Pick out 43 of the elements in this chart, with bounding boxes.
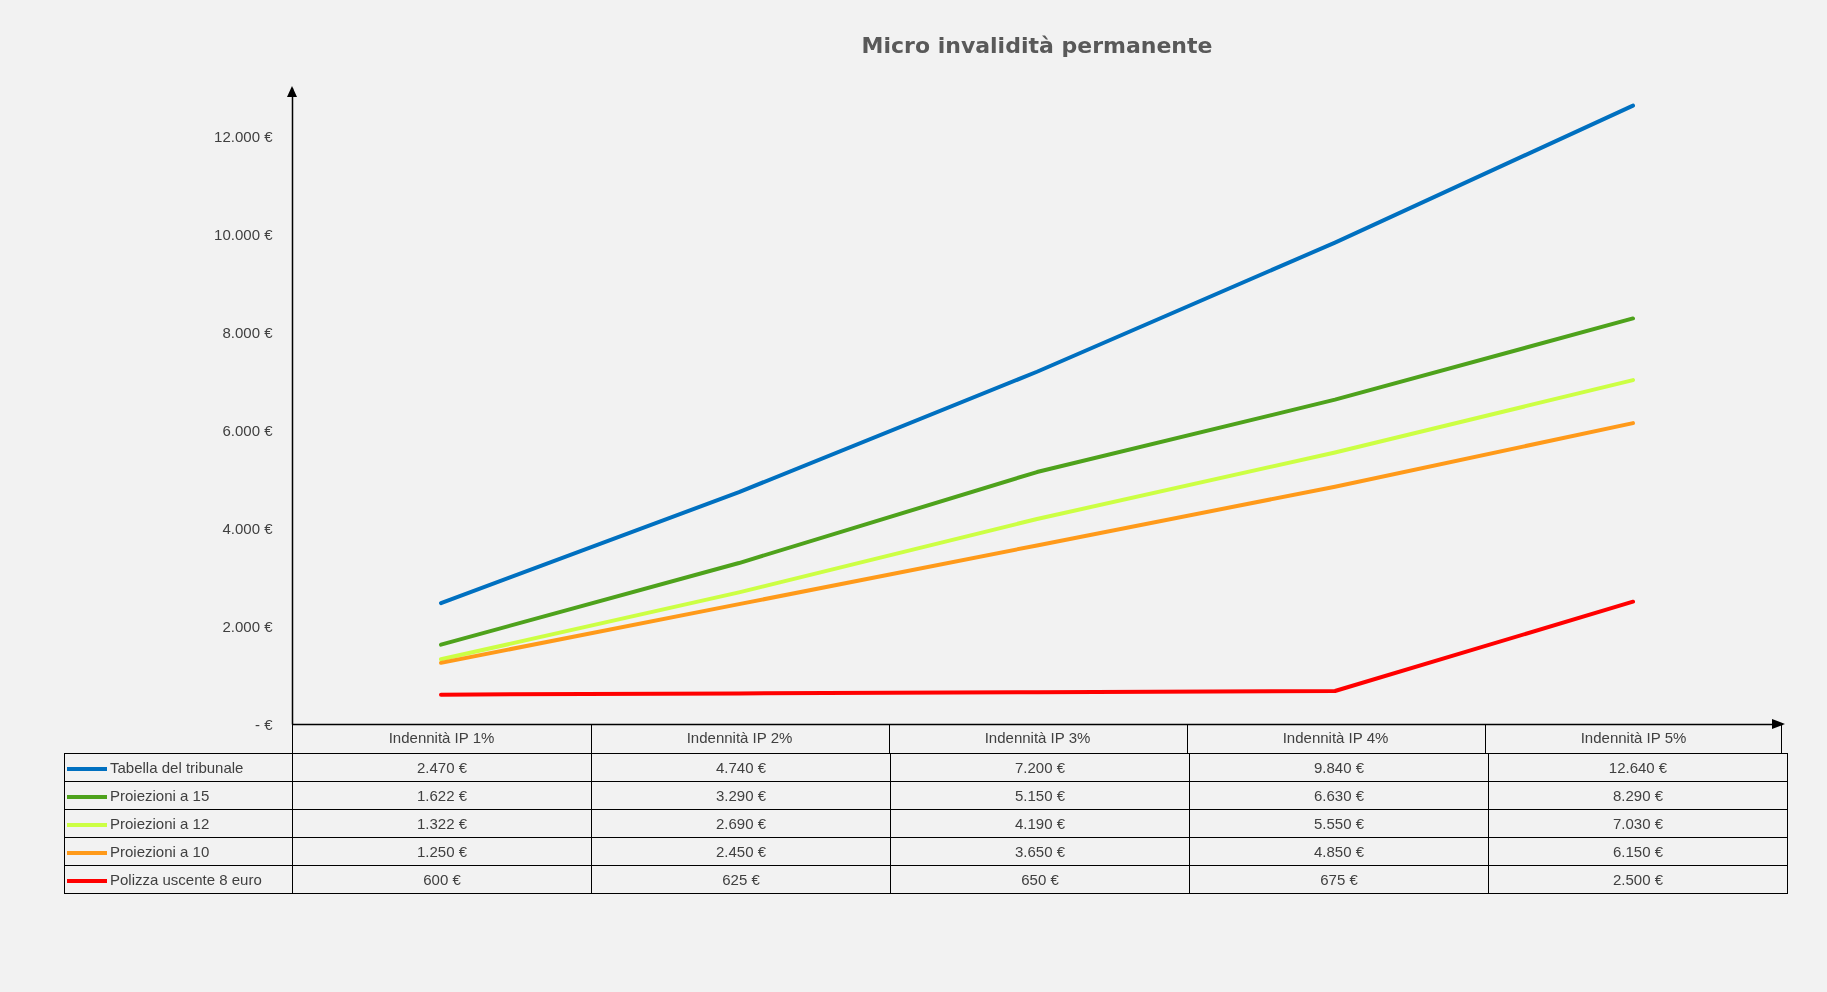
data-label: 1.250 €	[292, 837, 592, 866]
y-tick-label: 4.000 €	[222, 519, 274, 537]
data-label: 6.150 €	[1488, 837, 1788, 866]
legend-label: Tabella del tribunale	[64, 753, 293, 782]
data-label: 12.640 €	[1488, 753, 1788, 782]
data-label: 2.500 €	[1488, 865, 1788, 894]
data-label: 7.030 €	[1488, 809, 1788, 838]
data-label: 3.650 €	[890, 837, 1190, 866]
data-label: 2.690 €	[591, 809, 891, 838]
y-tick-label: 10.000 €	[214, 226, 274, 244]
data-label: 2.470 €	[292, 753, 592, 782]
y-tick-label: 6.000 €	[222, 421, 274, 439]
data-label: 625 €	[591, 865, 891, 894]
x-tick-label: Indennità IP 3%	[984, 728, 1091, 746]
y-tick-label: 8.000 €	[222, 324, 274, 342]
data-label: 1.322 €	[292, 809, 592, 838]
data-label: 2.450 €	[591, 837, 891, 866]
x-tick-label: Indennità IP 2%	[686, 728, 793, 746]
x-tick-label: Indennità IP 5%	[1580, 728, 1687, 746]
legend-label: Proiezioni a 15	[64, 781, 293, 810]
x-tick-label: Indennità IP 1%	[388, 728, 495, 746]
data-label: 5.550 €	[1189, 809, 1489, 838]
y-tick-label: 12.000 €	[214, 128, 274, 146]
legend-label: Polizza uscente 8 euro	[64, 865, 293, 894]
data-label: 650 €	[890, 865, 1190, 894]
data-label: 1.622 €	[292, 781, 592, 810]
chart-title: Micro invalidità permanente	[861, 33, 1213, 58]
y-tick-label: 2.000 €	[222, 617, 274, 635]
legend-label: Proiezioni a 10	[64, 837, 293, 866]
data-label: 5.150 €	[890, 781, 1190, 810]
data-label: 6.630 €	[1189, 781, 1489, 810]
legend-label: Proiezioni a 12	[64, 809, 293, 838]
data-label: 4.740 €	[591, 753, 891, 782]
data-label: 600 €	[292, 865, 592, 894]
x-tick-label: Indennità IP 4%	[1282, 728, 1389, 746]
data-label: 8.290 €	[1488, 781, 1788, 810]
data-label: 3.290 €	[591, 781, 891, 810]
data-label: 675 €	[1189, 865, 1489, 894]
data-label: 4.190 €	[890, 809, 1190, 838]
data-label: 9.840 €	[1189, 753, 1489, 782]
data-label: 7.200 €	[890, 753, 1190, 782]
data-label: 4.850 €	[1189, 837, 1489, 866]
y-tick-label: - €	[254, 715, 274, 733]
